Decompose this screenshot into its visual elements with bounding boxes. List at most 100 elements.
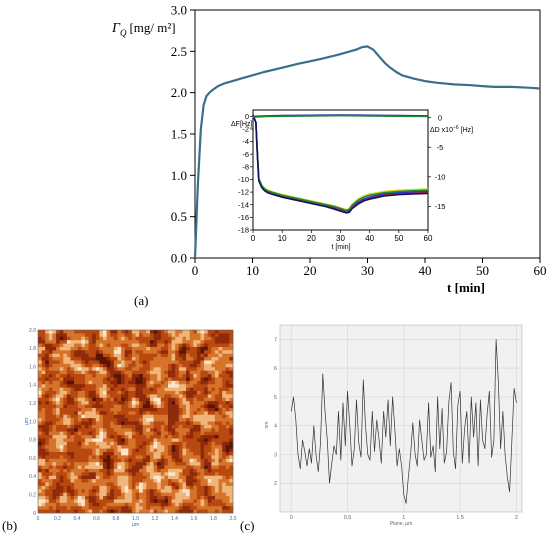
afm-x-tick-label: 0.6 <box>93 516 100 522</box>
afm-pixel <box>92 441 97 446</box>
afm-pixel <box>95 404 100 409</box>
afm-pixel <box>56 452 60 456</box>
afm-pixel <box>200 428 205 432</box>
afm-pixel <box>59 492 64 497</box>
afm-pixel <box>48 330 53 334</box>
afm-pixel <box>95 455 100 460</box>
afm-pixel <box>168 485 172 490</box>
afm-pixel <box>168 475 172 480</box>
afm-pixel <box>189 489 194 493</box>
afm-pixel <box>171 367 176 371</box>
afm-pixel <box>139 472 144 477</box>
afm-pixel <box>66 360 71 365</box>
afm-pixel <box>204 445 209 449</box>
afm-pixel <box>200 330 205 334</box>
afm-pixel <box>110 418 115 422</box>
afm-pixel <box>110 397 115 402</box>
afm-pixel <box>84 475 89 480</box>
afm-pixel <box>128 367 133 371</box>
profile-line <box>290 339 517 504</box>
afm-pixel <box>171 472 176 477</box>
afm-pixel <box>135 421 140 426</box>
afm-pixel <box>77 489 82 493</box>
afm-pixel <box>106 424 111 429</box>
afm-pixel <box>204 343 209 348</box>
afm-pixel <box>52 336 57 341</box>
afm-pixel <box>59 397 64 402</box>
afm-pixel <box>110 336 115 341</box>
afm-pixel <box>128 414 133 419</box>
afm-pixel <box>146 445 151 449</box>
afm-pixel <box>186 455 190 460</box>
afm-pixel <box>225 475 230 480</box>
afm-pixel <box>229 431 234 436</box>
afm-pixel <box>200 424 205 429</box>
afm-pixel <box>77 424 82 429</box>
afm-pixel <box>117 404 122 409</box>
afm-pixel <box>178 401 183 405</box>
afm-pixel <box>121 407 125 412</box>
afm-pixel <box>168 462 172 466</box>
afm-pixel <box>153 363 158 368</box>
afm-pixel <box>131 350 136 355</box>
afm-pixel <box>149 452 154 456</box>
afm-pixel <box>146 404 151 409</box>
afm-pixel <box>103 462 107 466</box>
afm-pixel <box>124 363 129 368</box>
afm-pixel <box>168 404 172 409</box>
afm-pixel <box>41 330 46 334</box>
afm-pixel <box>218 333 223 338</box>
profile-y-tick-label: 4 <box>274 424 277 430</box>
afm-pixel <box>200 438 205 443</box>
afm-pixel <box>70 492 75 497</box>
afm-pixel <box>52 492 57 497</box>
afm-pixel <box>225 346 230 351</box>
afm-pixel <box>106 455 111 460</box>
afm-y-tick-label: 0 <box>33 511 36 517</box>
afm-pixel <box>41 479 46 483</box>
afm-pixel <box>48 445 53 449</box>
afm-pixel <box>225 489 230 493</box>
afm-pixel <box>59 360 64 365</box>
afm-pixel <box>146 438 151 443</box>
afm-pixel <box>63 407 68 412</box>
afm-pixel <box>52 330 57 334</box>
afm-pixel <box>70 391 75 395</box>
afm-pixel <box>59 346 64 351</box>
afm-pixel <box>218 357 223 361</box>
afm-pixel <box>146 462 151 466</box>
afm-pixel <box>124 374 129 378</box>
afm-pixel <box>222 394 227 399</box>
afm-pixel <box>88 445 93 449</box>
afm-pixel <box>59 435 64 439</box>
afm-pixel <box>229 472 234 477</box>
inset-frequency-line-5 <box>252 114 429 214</box>
afm-pixel <box>81 377 86 382</box>
afm-pixel <box>171 509 176 514</box>
afm-pixel <box>204 455 209 460</box>
afm-pixel <box>81 502 86 507</box>
afm-pixel <box>168 330 172 334</box>
main-x-tick-label: 20 <box>304 263 317 278</box>
afm-pixel <box>128 360 133 365</box>
afm-pixel <box>218 475 223 480</box>
afm-pixel <box>211 468 216 473</box>
afm-pixel <box>38 343 42 348</box>
afm-pixel <box>193 458 198 463</box>
afm-pixel <box>84 431 89 436</box>
afm-pixel <box>178 472 183 477</box>
afm-pixel <box>70 340 75 344</box>
afm-pixel <box>149 421 154 426</box>
afm-pixel <box>178 377 183 382</box>
afm-pixel <box>74 465 79 470</box>
afm-pixel <box>63 455 68 460</box>
afm-pixel <box>117 424 122 429</box>
afm-pixel <box>81 472 86 477</box>
afm-x-tick-label: 1.4 <box>171 516 178 522</box>
afm-pixel <box>157 367 162 371</box>
profile-x-tick-label: 1 <box>402 515 405 521</box>
afm-pixel <box>204 340 209 344</box>
afm-pixel <box>128 340 133 344</box>
right-label-exponent: −6 <box>453 125 459 131</box>
afm-pixel <box>77 431 82 436</box>
